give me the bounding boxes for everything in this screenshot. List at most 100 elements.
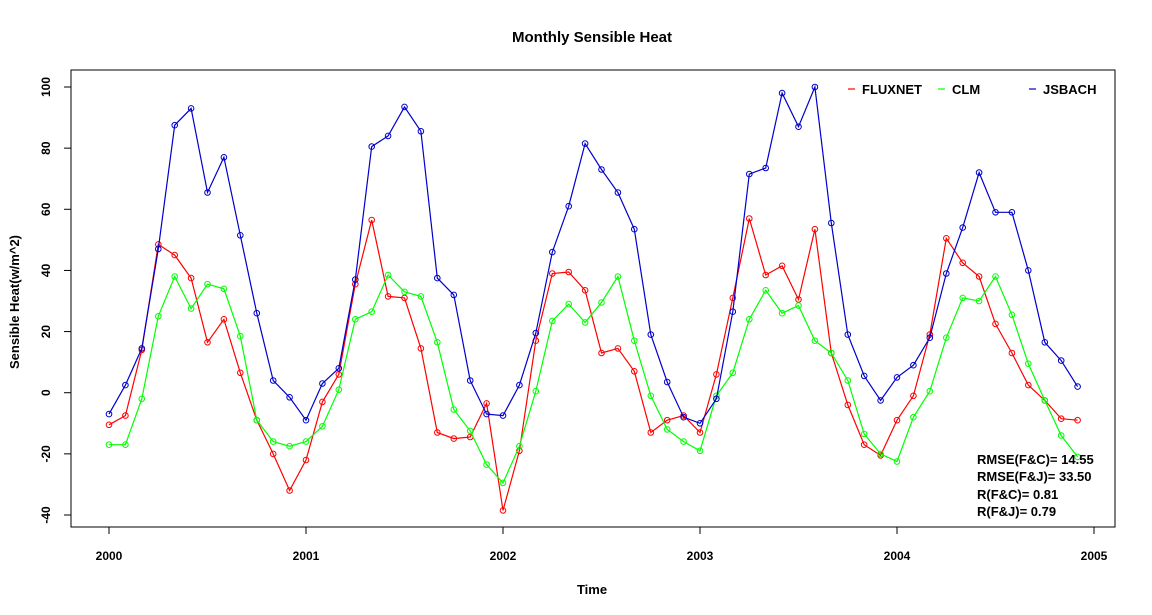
data-point-fluxnet xyxy=(122,412,129,419)
data-point-jsbach xyxy=(269,377,277,384)
y-tick-label: 80 xyxy=(39,141,53,155)
series-fluxnet xyxy=(105,215,1081,514)
data-point-clm xyxy=(943,334,950,342)
data-point-jsbach xyxy=(729,308,737,316)
data-point-clm xyxy=(811,337,819,345)
legend-item-fluxnet: FLUXNET xyxy=(848,82,922,97)
data-point-fluxnet xyxy=(762,271,770,279)
series-layer xyxy=(105,83,1081,514)
data-point-fluxnet xyxy=(992,320,999,328)
data-point-clm xyxy=(631,337,638,345)
data-point-clm xyxy=(844,377,852,384)
data-point-clm xyxy=(910,413,917,421)
data-point-jsbach xyxy=(663,378,671,386)
data-point-jsbach xyxy=(417,128,425,135)
data-point-clm xyxy=(204,280,211,288)
data-point-clm xyxy=(155,313,162,320)
data-point-fluxnet xyxy=(237,369,244,377)
data-point-jsbach xyxy=(746,170,753,178)
data-point-fluxnet xyxy=(663,416,671,424)
data-point-clm xyxy=(975,297,983,305)
data-point-jsbach xyxy=(926,334,934,342)
data-point-jsbach xyxy=(122,381,129,389)
legend-label: FLUXNET xyxy=(862,82,922,97)
data-point-clm xyxy=(220,285,228,293)
data-point-fluxnet xyxy=(499,507,507,514)
data-point-fluxnet xyxy=(302,456,310,464)
data-point-fluxnet xyxy=(844,401,852,409)
data-point-fluxnet xyxy=(483,400,490,407)
data-point-clm xyxy=(335,386,343,394)
data-point-clm xyxy=(434,339,441,346)
legend: FLUXNET CLM JSBACH xyxy=(848,82,1096,97)
data-point-jsbach xyxy=(220,154,228,161)
stat-r-fc: R(F&C)= 0.81 xyxy=(977,487,1058,502)
series-line-fluxnet xyxy=(108,218,1078,511)
data-point-jsbach xyxy=(959,224,967,231)
data-point-clm xyxy=(483,461,490,468)
data-point-clm xyxy=(319,423,326,430)
data-point-jsbach xyxy=(286,394,293,401)
x-axis: 2000 2001 2002 2003 2004 2005 xyxy=(96,526,1108,563)
data-point-jsbach xyxy=(992,209,999,216)
data-point-clm xyxy=(959,294,967,302)
data-point-clm xyxy=(926,387,934,395)
data-point-clm xyxy=(401,288,408,296)
data-point-fluxnet xyxy=(1025,381,1032,389)
data-point-fluxnet xyxy=(549,270,556,277)
data-point-clm xyxy=(614,273,622,280)
data-point-jsbach xyxy=(811,83,819,91)
data-point-fluxnet xyxy=(269,450,277,458)
data-point-clm xyxy=(877,450,884,458)
data-point-clm xyxy=(138,395,146,403)
data-point-fluxnet xyxy=(943,235,950,242)
data-point-clm xyxy=(1041,397,1049,404)
legend-label: JSBACH xyxy=(1043,82,1096,97)
data-point-fluxnet xyxy=(729,294,737,302)
data-point-fluxnet xyxy=(384,293,392,300)
legend-item-jsbach: JSBACH xyxy=(1029,82,1096,97)
data-point-jsbach xyxy=(368,143,376,150)
data-point-jsbach xyxy=(713,395,720,403)
data-point-jsbach xyxy=(581,140,589,147)
data-point-jsbach xyxy=(1041,339,1049,346)
series-jsbach xyxy=(105,83,1081,427)
data-point-fluxnet xyxy=(581,287,589,294)
x-tick-label: 2004 xyxy=(884,549,911,563)
data-point-jsbach xyxy=(450,291,458,299)
data-point-clm xyxy=(499,479,507,487)
data-point-jsbach xyxy=(795,123,802,130)
data-point-jsbach xyxy=(910,361,917,369)
data-point-fluxnet xyxy=(598,349,605,357)
data-point-clm xyxy=(1057,432,1065,439)
data-point-fluxnet xyxy=(450,435,458,442)
data-point-clm xyxy=(1008,311,1016,319)
data-point-fluxnet xyxy=(746,215,753,222)
data-point-jsbach xyxy=(680,413,687,421)
data-point-jsbach xyxy=(860,372,868,380)
data-point-fluxnet xyxy=(893,416,901,424)
y-tick-label: 60 xyxy=(39,202,53,216)
data-point-clm xyxy=(269,438,277,445)
data-point-fluxnet xyxy=(1074,416,1081,424)
y-axis: -40 -20 0 20 40 60 80 100 xyxy=(39,77,72,524)
data-point-clm xyxy=(663,426,671,433)
stat-r-fj: R(F&J)= 0.79 xyxy=(977,504,1056,519)
data-point-clm xyxy=(893,458,901,465)
data-point-jsbach xyxy=(516,381,523,389)
data-point-clm xyxy=(450,406,458,413)
data-point-jsbach xyxy=(401,103,408,111)
data-point-jsbach xyxy=(1057,357,1065,364)
data-point-clm xyxy=(680,438,687,445)
data-point-fluxnet xyxy=(417,345,425,352)
data-point-fluxnet xyxy=(647,429,655,436)
data-point-fluxnet xyxy=(565,268,573,276)
x-tick-label: 2002 xyxy=(490,549,517,563)
data-point-clm xyxy=(729,369,737,377)
data-point-jsbach xyxy=(844,331,852,338)
data-point-clm xyxy=(696,447,704,455)
data-point-jsbach xyxy=(631,225,638,233)
data-point-jsbach xyxy=(253,309,261,317)
data-point-clm xyxy=(598,299,605,306)
data-point-jsbach xyxy=(499,412,507,419)
